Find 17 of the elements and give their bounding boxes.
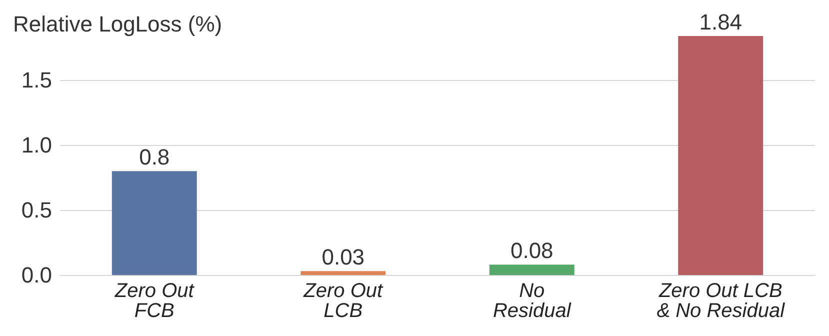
bar (678, 36, 764, 275)
bar (489, 264, 574, 275)
y-tick-label: 0.5 (21, 198, 52, 223)
bar (112, 171, 197, 275)
bar (300, 271, 386, 275)
y-tick-label: 0.0 (21, 262, 52, 288)
data-label: 0.08 (510, 238, 554, 264)
data-label: 0.8 (139, 144, 170, 170)
y-axis-title: Relative LogLoss (%) (13, 12, 222, 36)
x-tick-label: Zero Out FCB (114, 280, 196, 322)
data-label: 0.03 (322, 244, 365, 270)
x-tick-label: No Residual (492, 280, 572, 322)
data-label: 1.84 (699, 10, 742, 34)
y-tick-label: 1.5 (21, 68, 52, 93)
x-tick-label: Zero Out LCB (302, 280, 384, 322)
x-tick-label: Zero Out LCB & No Residual (656, 280, 786, 322)
y-tick-label: 1.0 (21, 132, 52, 158)
